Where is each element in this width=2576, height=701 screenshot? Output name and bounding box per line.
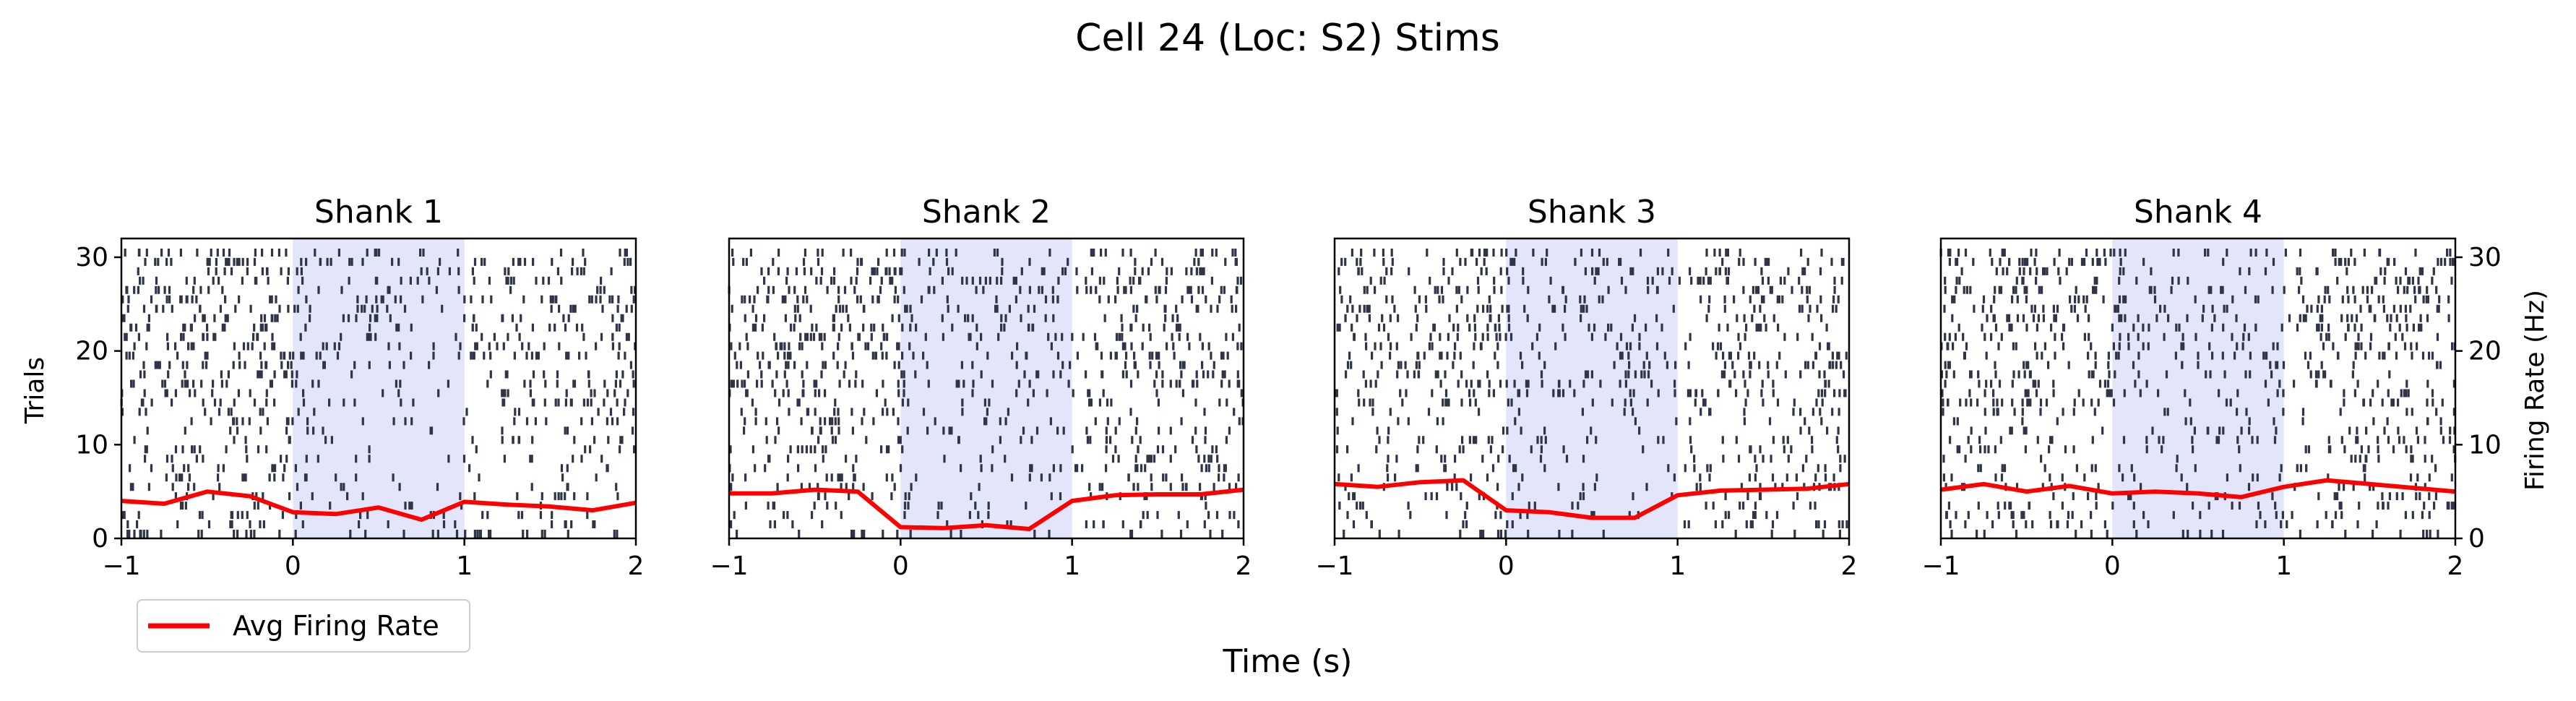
- y-tick-label: 0: [92, 524, 108, 554]
- x-tick-label: 0: [2104, 551, 2121, 581]
- x-tick-label: −1: [1921, 551, 1960, 581]
- y-tick-label-right: 20: [2468, 337, 2502, 366]
- firing-rate-point: [163, 502, 165, 505]
- x-tick-label: 2: [1841, 551, 1858, 581]
- panel-title: Shank 2: [922, 194, 1051, 231]
- spike-raster: [120, 249, 637, 538]
- firing-rate-point: [2068, 485, 2071, 487]
- x-tick-label: −1: [1315, 551, 1353, 581]
- firing-rate-point: [1634, 517, 1636, 519]
- spike-raster: [1939, 249, 2457, 538]
- firing-rate-point: [1377, 486, 1379, 488]
- x-tick-label: 1: [1064, 551, 1080, 581]
- firing-rate-point: [1113, 494, 1116, 496]
- firing-rate-point: [2154, 490, 2156, 493]
- firing-rate-point: [1157, 493, 1159, 496]
- x-tick-label: 2: [628, 551, 645, 581]
- y-tick-label: 20: [75, 337, 108, 366]
- axes-frame: [728, 237, 1245, 540]
- firing-rate-point: [1590, 517, 1593, 519]
- firing-rate-point: [1419, 481, 1421, 483]
- firing-rate-point: [377, 507, 380, 509]
- panel-title: Shank 4: [2134, 194, 2262, 231]
- firing-rate-point: [1762, 489, 1765, 491]
- y-axis-label-trials: Trials: [20, 357, 50, 424]
- x-tick-label: −1: [710, 551, 748, 581]
- x-tick-label: 1: [2275, 551, 2292, 581]
- stim-window: [293, 238, 465, 538]
- figure-title: Cell 24 (Loc: S2) Stims: [1075, 17, 1500, 60]
- firing-rate-point: [549, 505, 551, 508]
- firing-rate-point: [1719, 489, 1722, 492]
- firing-rate-point: [2240, 496, 2242, 499]
- firing-rate-point: [2025, 490, 2028, 493]
- firing-rate-point: [335, 513, 337, 515]
- x-tick-label: 0: [892, 551, 909, 581]
- panel-title: Shank 1: [314, 194, 443, 231]
- firing-rate-point: [2197, 492, 2200, 494]
- legend-frame: [137, 599, 470, 653]
- spike-raster: [728, 249, 1244, 538]
- panel-2: Shank 2 −1 0 1 2: [710, 194, 1252, 581]
- firing-rate-point: [2111, 492, 2114, 494]
- firing-rate-point: [1028, 528, 1030, 530]
- legend-label: Avg Firing Rate: [233, 610, 439, 642]
- firing-rate-point: [2325, 479, 2328, 481]
- x-tick-label: 2: [1236, 551, 1252, 581]
- legend: Avg Firing Rate: [137, 599, 470, 653]
- firing-rate-point: [249, 495, 251, 497]
- firing-rate-point: [506, 504, 509, 506]
- panel-3: Shank 3 −1 0 1 2: [1315, 194, 1857, 581]
- firing-rate-point: [1462, 479, 1465, 481]
- firing-rate-point: [2283, 486, 2285, 488]
- x-tick-label: 2: [2447, 551, 2464, 581]
- firing-rate-point: [985, 524, 988, 527]
- x-tick-label: 0: [1498, 551, 1515, 581]
- firing-rate-point: [942, 527, 944, 529]
- firing-rate-point: [900, 526, 902, 528]
- firing-rate-point: [1983, 483, 1985, 485]
- x-tick-label: 1: [456, 551, 473, 581]
- firing-rate-point: [1548, 511, 1550, 513]
- firing-rate-point: [1805, 488, 1807, 490]
- firing-rate-point: [292, 511, 294, 513]
- x-tick-label: 0: [285, 551, 301, 581]
- firing-rate-point: [1199, 493, 1202, 496]
- firing-rate-point: [463, 501, 465, 503]
- y-tick-label-right: 30: [2468, 243, 2502, 272]
- x-tick-label: 1: [1669, 551, 1686, 581]
- y-tick-label: 10: [75, 430, 108, 460]
- firing-rate-point: [421, 518, 423, 521]
- axes-frame: [1939, 237, 2457, 540]
- firing-rate-point: [2369, 483, 2371, 485]
- x-tick-label: −1: [102, 551, 140, 581]
- firing-rate-point: [592, 509, 594, 512]
- firing-rate-point: [206, 490, 208, 493]
- panel-title: Shank 3: [1528, 194, 1656, 231]
- axes-frame: [120, 237, 637, 540]
- firing-rate-point: [2411, 486, 2413, 489]
- x-axis-label: Time (s): [1223, 643, 1353, 680]
- axes-frame: [1333, 237, 1851, 540]
- firing-rate-point: [1071, 499, 1073, 502]
- firing-rate-point: [856, 490, 859, 493]
- y-tick-label-right: 10: [2468, 430, 2502, 460]
- firing-rate-point: [1505, 509, 1507, 512]
- firing-rate-point: [771, 492, 773, 494]
- firing-rate-point: [814, 489, 816, 491]
- firing-rate-point: [1676, 494, 1679, 496]
- spike-raster: [1334, 249, 1848, 538]
- y-tick-label-right: 0: [2468, 524, 2485, 554]
- y-axis-label-firing-rate: Firing Rate (Hz): [2520, 290, 2550, 491]
- y-tick-label: 30: [75, 243, 108, 272]
